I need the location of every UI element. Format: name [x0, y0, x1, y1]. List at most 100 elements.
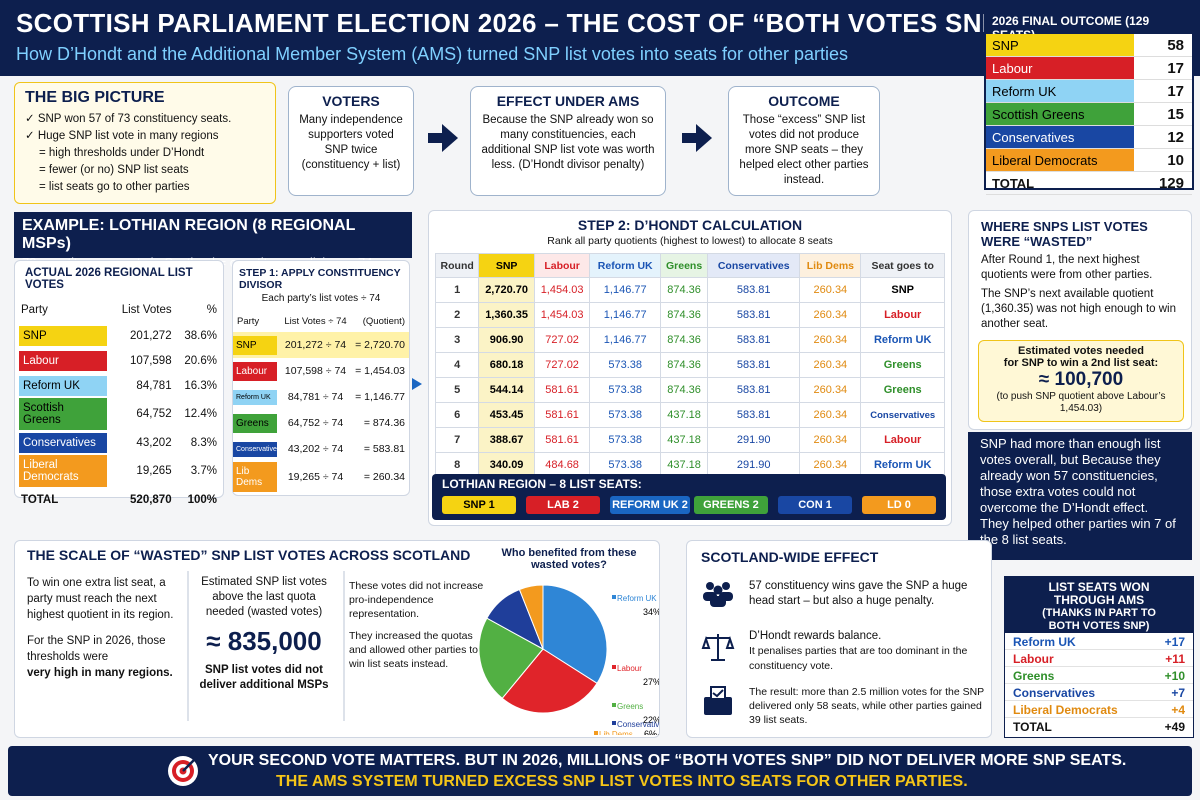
party-swatch: Greens: [233, 413, 277, 433]
party-swatch: Conservatives: [233, 441, 280, 457]
party-cell: Reform UK: [233, 384, 281, 410]
party-cell: Conservatives: [233, 436, 281, 462]
scale-col1: To win one extra list seat, a party must…: [27, 575, 179, 681]
column-header: %: [206, 304, 217, 316]
seat-gain: +11: [1165, 652, 1185, 666]
seat-winner-cell: Conservatives: [860, 402, 945, 428]
seat-count: 58: [1167, 37, 1184, 54]
party-cell: Reform UK: [15, 373, 115, 398]
table-row: Conservatives 43,202 8.3%: [15, 430, 223, 455]
quotient-cell: 581.61: [533, 402, 591, 428]
quotient-cell: 1,146.77: [589, 302, 662, 328]
pie-value-label: 6%: [644, 729, 657, 735]
list-seats-won-total: TOTAL +49: [1005, 718, 1193, 735]
scotland-text: 57 constituency wins gave the SNP a huge…: [749, 580, 968, 607]
lothian-seats-title: LOTHIAN REGION – 8 LIST SEATS:: [442, 477, 642, 491]
seat-count: 15: [1167, 106, 1184, 123]
quotient-cell: 544.14: [478, 377, 535, 403]
flow-outcome-title: OUTCOME: [768, 93, 840, 109]
seat-winner-cell: Greens: [860, 352, 945, 378]
list-votes-title: ACTUAL 2026 REGIONAL LIST VOTES: [25, 267, 193, 291]
seat-winner-cell: SNP: [860, 277, 945, 303]
scale-text: Estimated SNP list votes above the last …: [201, 576, 327, 618]
party-swatch: Reform UK: [19, 375, 107, 396]
party-swatch: SNP: [233, 335, 277, 355]
scales-icon: [701, 634, 735, 661]
list-seats-won-row: Conservatives +7: [1005, 684, 1193, 701]
seat-count: 17: [1167, 83, 1184, 100]
quotient-cell: 388.67: [478, 427, 535, 453]
pct-cell: 38.6%: [184, 329, 217, 342]
pie-legend-swatch: [612, 665, 616, 669]
party-cell: SNP: [233, 332, 281, 358]
quotient-cell: 581.61: [533, 427, 591, 453]
scale-text: SNP list votes did not deliver additiona…: [199, 664, 329, 691]
seat-gain: +10: [1164, 669, 1185, 683]
party-cell: Labour: [15, 348, 115, 373]
quotient-cell: 583.81: [707, 302, 801, 328]
step1-card: STEP 1: APPLY CONSTITUENCY DIVISOR Each …: [232, 260, 410, 496]
column-header: (Quotient): [362, 315, 405, 327]
final-outcome-row: Liberal Democrats 10: [986, 149, 1192, 172]
wasted-text: After Round 1, the next highest quotient…: [981, 254, 1153, 281]
column-header: Seat goes to: [860, 253, 945, 278]
party-name: Labour: [986, 57, 1134, 79]
pie-value-label: 34%: [643, 607, 659, 617]
quotient-cell: 906.90: [478, 327, 535, 353]
round-cell: 4: [434, 352, 480, 378]
dhondt-card: STEP 2: D’HONDT CALCULATION Rank all par…: [428, 210, 952, 526]
flow-arrow-2: [682, 133, 696, 143]
seat-winner-cell: Reform UK: [860, 452, 945, 478]
quotient-cell: 260.34: [799, 352, 862, 378]
pct-cell: 8.3%: [190, 436, 217, 449]
seat-pill: REFORM UK 2: [610, 496, 690, 514]
column-header: List Votes ÷ 74: [284, 315, 347, 327]
table-row: Reform UK 84,781 16.3%: [15, 373, 223, 398]
round-cell: 8: [434, 452, 480, 478]
table-row: Conservatives 43,202 ÷ 74 = 583.81: [233, 436, 409, 462]
people-icon: [703, 582, 733, 607]
quotient-cell: 291.90: [707, 452, 801, 478]
column-header: Greens: [660, 253, 709, 278]
quotient-cell: 1,360.35: [478, 302, 535, 328]
calc-cell: 64,752 ÷ 74: [287, 417, 344, 429]
party-cell: Liberal Democrats: [15, 455, 115, 487]
table-row: Greens 64,752 ÷ 74 = 874.36: [233, 410, 409, 436]
example-title: EXAMPLE: LOTHIAN REGION (8 REGIONAL MSPs…: [22, 217, 356, 252]
flow-arrow-head-icon: [442, 124, 458, 152]
round-cell: 1: [434, 277, 480, 303]
big-picture-line: = fewer (or no) SNP list seats: [39, 164, 189, 176]
table-row: Reform UK 84,781 ÷ 74 = 1,146.77: [233, 384, 409, 410]
party-name: Conservatives: [986, 126, 1134, 148]
footer-line-1: YOUR SECOND VOTE MATTERS. BUT IN 2026, M…: [208, 752, 1127, 769]
scale-text: For the SNP in 2026, those thresholds we…: [27, 635, 166, 663]
seat-gain: +17: [1164, 635, 1185, 649]
target-icon: [168, 756, 198, 786]
list-votes-table: Party List Votes% SNP 201,272 38.6% Labour 10…: [15, 297, 223, 512]
party-name: Reform UK: [986, 80, 1134, 102]
table-row: 1 2,720.70 1,454.03 1,146.77 874.36 583.81 260…: [434, 277, 945, 303]
step2-title: STEP 2: D’HONDT CALCULATION: [577, 217, 803, 233]
party-swatch: Labour: [19, 350, 107, 371]
scotland-text: It penalises parties that are too domina…: [749, 645, 968, 672]
quotient-cell: 437.18: [660, 402, 709, 428]
calc-cell: 84,781 ÷ 74: [287, 391, 344, 403]
column-header: List Votes: [121, 304, 172, 316]
quotient-cell: 340.09: [478, 452, 535, 478]
party-name: Liberal Democrats: [1013, 703, 1118, 717]
big-picture-line: ✓ Huge SNP list vote in many regions: [25, 130, 219, 142]
list-seats-won-row: Labour +11: [1005, 650, 1193, 667]
column-header: Labour: [533, 253, 591, 278]
quotient-cell: 573.38: [589, 377, 662, 403]
quotient-cell: 581.61: [533, 377, 591, 403]
seat-pill: SNP 1: [442, 496, 516, 514]
list-seats-won-row: Greens +10: [1005, 667, 1193, 684]
pie-value-label: 22%: [643, 715, 659, 725]
wasted-text: The SNP’s next available quotient (1,360…: [981, 288, 1176, 330]
pie-legend-swatch: [612, 703, 616, 707]
table-row: Labour 107,598 ÷ 74 = 1,454.03: [233, 358, 409, 384]
quotient-cell: 260.34: [799, 427, 862, 453]
list-seats-won-row: Liberal Democrats +4: [1005, 701, 1193, 718]
scotland-text: The result: more than 2.5 million votes …: [749, 686, 984, 726]
dhondt-table: Round SNP Labour Reform UK Greens Conservativ…: [434, 253, 945, 478]
